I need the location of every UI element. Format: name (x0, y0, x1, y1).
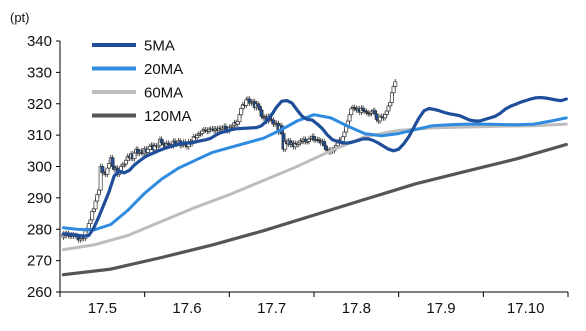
candle-body (95, 194, 100, 202)
candle-body (107, 163, 112, 169)
candle-body (86, 223, 91, 229)
legend-label-60ma: 60MA (144, 85, 183, 102)
y-tick-label: 290 (27, 190, 52, 207)
moving-average-lines (61, 95, 568, 277)
legend-label-120ma: 120MA (144, 108, 192, 125)
candle-body (386, 105, 391, 112)
x-tick-label: 17.8 (342, 300, 371, 317)
y-tick-label: 340 (27, 33, 52, 50)
legend-label-5ma: 5MA (144, 38, 175, 55)
candle-body (256, 103, 261, 107)
candle-body (93, 200, 98, 210)
series-line-60ma (61, 122, 568, 252)
candle-body (388, 102, 393, 107)
y-tick-label: 310 (27, 127, 52, 144)
legend-label-20ma: 20MA (144, 61, 183, 78)
candle-body (223, 125, 228, 130)
x-tick-label: 17.10 (507, 300, 545, 317)
candle-body (239, 108, 244, 116)
candle-body (389, 92, 394, 103)
candle-body (147, 146, 152, 150)
y-tick-label: 280 (27, 221, 52, 238)
x-tick-label: 17.6 (172, 300, 201, 317)
series-line-20ma (61, 113, 568, 232)
candle-body (361, 107, 366, 112)
y-tick-label: 300 (27, 159, 52, 176)
y-tick-label: 270 (27, 253, 52, 270)
candle-body (88, 219, 93, 224)
candle-body (159, 138, 164, 144)
y-tick-label: 330 (27, 64, 52, 81)
candle-body (110, 157, 115, 167)
y-tick-label: 320 (27, 96, 52, 113)
candle-body (342, 131, 347, 138)
candle-body (237, 114, 242, 122)
candle-body (132, 152, 137, 160)
y-tick-label: 260 (27, 284, 52, 301)
series-line-120ma (61, 142, 568, 277)
candle-body (200, 130, 205, 134)
candle-body (383, 114, 388, 119)
candle-body (105, 167, 110, 175)
candle-body (349, 108, 354, 116)
candle-body (393, 81, 398, 87)
candle-body (90, 211, 95, 221)
candle-body (146, 148, 151, 153)
candle-body (257, 105, 262, 111)
candle-body (322, 141, 327, 147)
x-axis: 17.5 17.6 17.7 17.8 17.9 17.10 (59, 291, 569, 317)
candle-body (244, 99, 249, 106)
x-tick-label: 17.9 (426, 300, 455, 317)
candle-body (259, 109, 264, 117)
y-axis: 260 270 280 290 300 310 320 330 340 (27, 33, 61, 301)
x-tick-label: 17.7 (257, 300, 286, 317)
x-tick-label: 17.5 (88, 300, 117, 317)
candle-body (91, 208, 96, 212)
chart-legend: 5MA 20MA 60MA 120MA (92, 38, 192, 125)
candle-body (384, 110, 389, 115)
candle-body (96, 189, 101, 196)
y-axis-unit-label: (pt) (10, 10, 30, 25)
candle-body (235, 121, 240, 125)
candle-body (374, 113, 379, 120)
candle-body (391, 86, 396, 94)
candle-body (347, 114, 352, 122)
candle-body (323, 145, 328, 150)
series-line-5ma (61, 95, 568, 238)
candle-body (373, 110, 377, 115)
candle-body (340, 136, 345, 142)
candle-body (124, 159, 128, 165)
